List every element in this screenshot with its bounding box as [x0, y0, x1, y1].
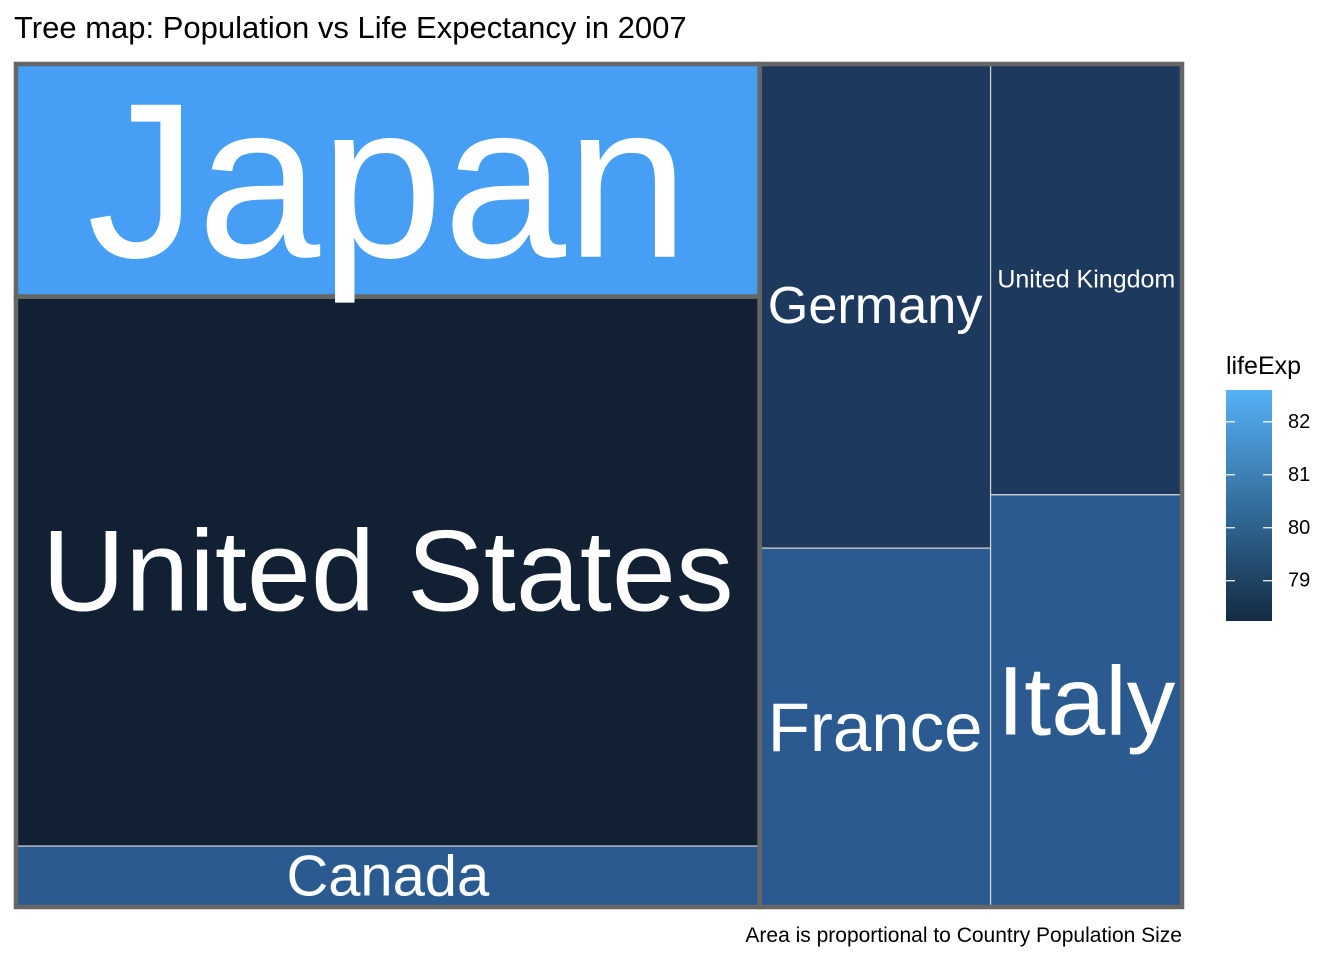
- treemap-labels: Japan United States Canada Germany France Uni…: [42, 57, 1176, 909]
- legend-colorbar: [1226, 390, 1272, 621]
- tile-united-kingdom: [989, 63, 1183, 496]
- legend-tick-label: 82: [1288, 411, 1310, 433]
- tile-canada: [15, 845, 761, 908]
- chart-caption: Area is proportional to Country Populati…: [745, 924, 1182, 947]
- tile-label-france: France: [768, 689, 983, 766]
- tile-label-japan: Japan: [87, 57, 689, 304]
- legend-ticks: 79 80 81 82: [1226, 411, 1310, 592]
- tile-france: [759, 547, 992, 908]
- chart-title: Tree map: Population vs Life Expectancy …: [14, 10, 687, 45]
- legend-tick-label: 81: [1288, 464, 1310, 486]
- legend-tick-label: 80: [1288, 517, 1310, 539]
- tile-japan: [15, 63, 761, 298]
- treemap-tiles: [15, 63, 1183, 908]
- group-border-europe: [757, 61, 1185, 910]
- legend: lifeExp 79 80 81 82: [1226, 352, 1310, 621]
- tile-label-united-kingdom: United Kingdom: [997, 265, 1175, 293]
- tile-united-states: [15, 295, 761, 847]
- legend-tick-label: 79: [1288, 570, 1310, 592]
- tile-germany: [759, 63, 992, 549]
- tile-label-germany: Germany: [768, 277, 983, 335]
- legend-title: lifeExp: [1226, 352, 1301, 380]
- tile-italy: [989, 494, 1183, 908]
- tile-label-italy: Italy: [997, 646, 1175, 755]
- treemap-group-borders: [13, 61, 1185, 910]
- tile-label-united-states: United States: [42, 507, 734, 635]
- tile-label-canada: Canada: [286, 845, 490, 909]
